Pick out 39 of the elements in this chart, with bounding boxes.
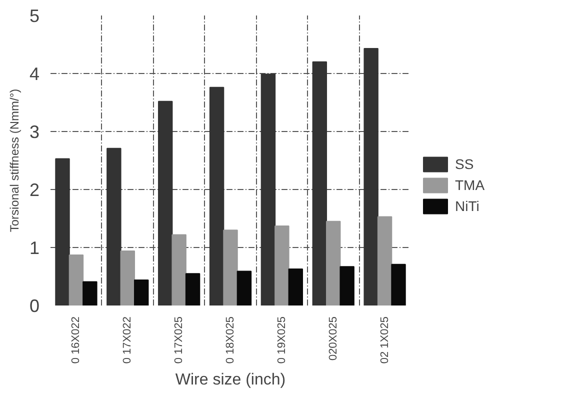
legend-label: TMA: [455, 177, 485, 193]
bar: [223, 230, 238, 306]
bar: [172, 234, 186, 306]
legend-label: SS: [455, 156, 475, 172]
bar: [377, 216, 392, 306]
x-tick-label: 0 19X025: [276, 316, 288, 364]
bar: [185, 273, 200, 306]
bar: [55, 158, 70, 306]
bar: [288, 268, 303, 306]
bar: [364, 48, 378, 306]
bar: [68, 254, 84, 306]
x-tick-label: 0 17X022: [122, 316, 134, 364]
x-axis-title: Wire size (inch): [175, 372, 286, 389]
bar: [134, 279, 149, 306]
bar: [312, 61, 327, 306]
y-tick-label: 5: [29, 6, 40, 26]
y-tick-label: 2: [29, 180, 40, 200]
y-axis-title: Torsional stiffness (Nmm/°): [7, 88, 22, 232]
x-tick-label: 020X025: [327, 316, 340, 361]
bar: [158, 100, 173, 306]
x-tick-label: 0 16X022: [70, 316, 82, 364]
y-tick-label: 0: [29, 296, 40, 316]
y-tick-label: 3: [29, 122, 40, 142]
bar: [260, 74, 276, 306]
bar: [326, 220, 341, 306]
x-tick-label: 02 1X025: [378, 316, 391, 364]
bar: [82, 281, 98, 306]
legend-label: NiTi: [455, 198, 480, 214]
x-tick-label: 0 18X025: [224, 316, 236, 364]
bar: [236, 270, 252, 306]
x-tick-label: 0 17X025: [173, 316, 186, 364]
bar: [106, 148, 122, 306]
bar: [209, 86, 224, 306]
y-tick-label: 1: [29, 238, 40, 258]
bar: [340, 266, 354, 306]
bar: [274, 226, 290, 306]
y-tick-label: 4: [29, 64, 40, 84]
bar: [391, 264, 406, 306]
bar: [120, 250, 135, 306]
